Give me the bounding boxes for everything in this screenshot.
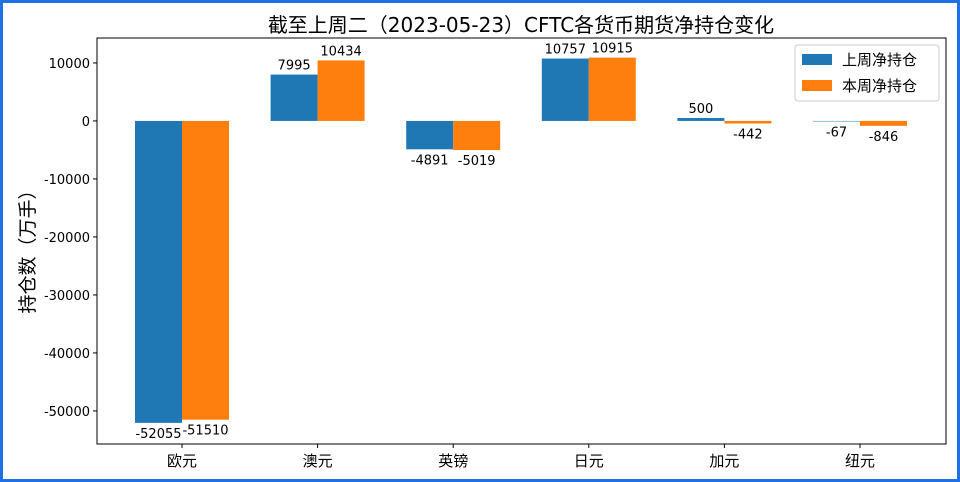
bar-this-week-2 [453,120,501,151]
bar-last-week-2 [406,120,454,150]
legend-swatch [802,54,832,65]
bar-last-week-4 [677,118,725,121]
x-tick-label: 纽元 [845,452,875,470]
bar-last-week-5 [813,120,860,122]
data-label: -67 [826,125,847,140]
data-label: -846 [869,130,899,145]
data-label: 500 [688,102,713,117]
y-tick-label: -40000 [44,347,90,362]
x-tick-label: 澳元 [303,452,333,470]
bar-last-week-1 [270,74,318,121]
legend-label: 上周净持仓 [842,51,917,69]
y-tick-label: -20000 [44,231,90,246]
data-label: -52055 [135,427,181,442]
bar-this-week-5 [860,120,907,126]
y-tick-label: 0 [82,115,90,130]
legend-label: 本周净持仓 [842,77,917,95]
x-tick-label: 欧元 [167,452,197,470]
bar-this-week-1 [317,60,365,121]
data-label: -442 [733,128,763,143]
y-tick-label: -10000 [44,173,90,188]
bar-this-week-0 [182,120,229,420]
bar-last-week-3 [541,58,589,121]
x-tick-label: 英镑 [438,452,468,470]
bar-this-week-3 [588,57,636,121]
y-axis-label: 持仓数（万手） [17,180,39,313]
data-label: 10915 [592,42,633,57]
data-label: 10757 [545,43,586,58]
x-tick-label: 加元 [709,452,739,470]
y-tick-label: -50000 [44,405,90,420]
legend-swatch [802,80,832,91]
y-tick-label: 10000 [49,57,90,72]
chart-title: 截至上周二（2023-05-23）CFTC各货币期货净持仓变化 [268,13,774,37]
bar-last-week-0 [135,120,182,423]
x-tick-label: 日元 [574,452,604,470]
data-label: 7995 [278,59,311,74]
data-label: -5019 [458,154,496,169]
data-label: -4891 [411,153,449,168]
plot-area-frame [96,37,947,445]
y-tick-label: -30000 [44,289,90,304]
data-label: -51510 [182,424,228,439]
data-label: 10434 [320,44,361,59]
bar-this-week-4 [724,120,772,124]
